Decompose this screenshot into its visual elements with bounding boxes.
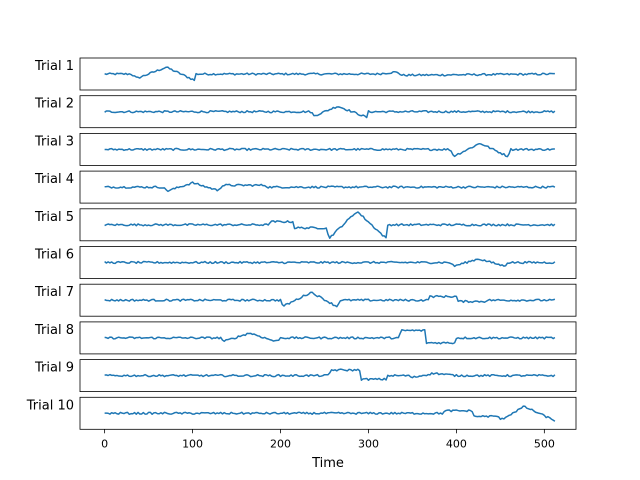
- panel-frame: [79, 95, 577, 129]
- x-tick-label: 0: [101, 437, 108, 450]
- panel-1: Trial 1: [34, 57, 577, 91]
- x-tick-label: 100: [182, 437, 203, 450]
- x-axis-label: Time: [311, 456, 344, 471]
- panel-8: Trial 8: [34, 321, 577, 355]
- x-tick-label: 300: [358, 437, 379, 450]
- series-label: Trial 8: [34, 323, 74, 338]
- panel-frame: [79, 57, 577, 91]
- panel-frame: [79, 132, 577, 166]
- x-tick-label: 400: [446, 437, 467, 450]
- panel-frame: [79, 359, 577, 393]
- series-label: Trial 3: [34, 134, 74, 149]
- panel-6: Trial 6: [34, 246, 577, 279]
- series-line: [104, 181, 556, 193]
- series-line: [104, 291, 556, 308]
- panel-5: Trial 5: [34, 208, 577, 242]
- series-line: [104, 66, 555, 82]
- x-axis: 0 100 200 300 400 500: [101, 429, 555, 450]
- series-line: [104, 329, 556, 345]
- panel-frame: [79, 246, 577, 279]
- panel-frame: [79, 208, 577, 242]
- series-line: [104, 142, 555, 158]
- panel-7: Trial 7: [34, 283, 577, 317]
- x-tick-label: 200: [270, 437, 291, 450]
- panel-frame: [79, 396, 577, 430]
- panel-10: Trial 10: [26, 396, 577, 430]
- series-line: [104, 106, 556, 119]
- series-line: [104, 258, 556, 268]
- series-label: Trial 2: [34, 97, 74, 112]
- series-line: [104, 405, 556, 422]
- panel-3: Trial 3: [34, 132, 577, 166]
- series-line: [104, 368, 556, 381]
- series-label: Trial 5: [34, 210, 74, 225]
- panels: Trial 1 Trial 2 Trial 3 Trial 4 Trial 5 Trial…: [26, 57, 577, 430]
- panel-9: Trial 9: [34, 359, 577, 393]
- panel-2: Trial 2: [34, 95, 577, 129]
- series-line: [104, 211, 556, 239]
- series-label: Trial 6: [34, 248, 74, 263]
- panel-4: Trial 4: [34, 170, 577, 204]
- series-label: Trial 1: [34, 59, 74, 74]
- series-label: Trial 9: [34, 361, 74, 376]
- panel-frame: [79, 321, 577, 355]
- series-label: Trial 10: [26, 398, 74, 413]
- panel-frame: [79, 170, 577, 204]
- series-label: Trial 4: [34, 172, 74, 187]
- series-label: Trial 7: [34, 285, 74, 300]
- panel-frame: [79, 283, 577, 317]
- x-tick-label: 500: [534, 437, 555, 450]
